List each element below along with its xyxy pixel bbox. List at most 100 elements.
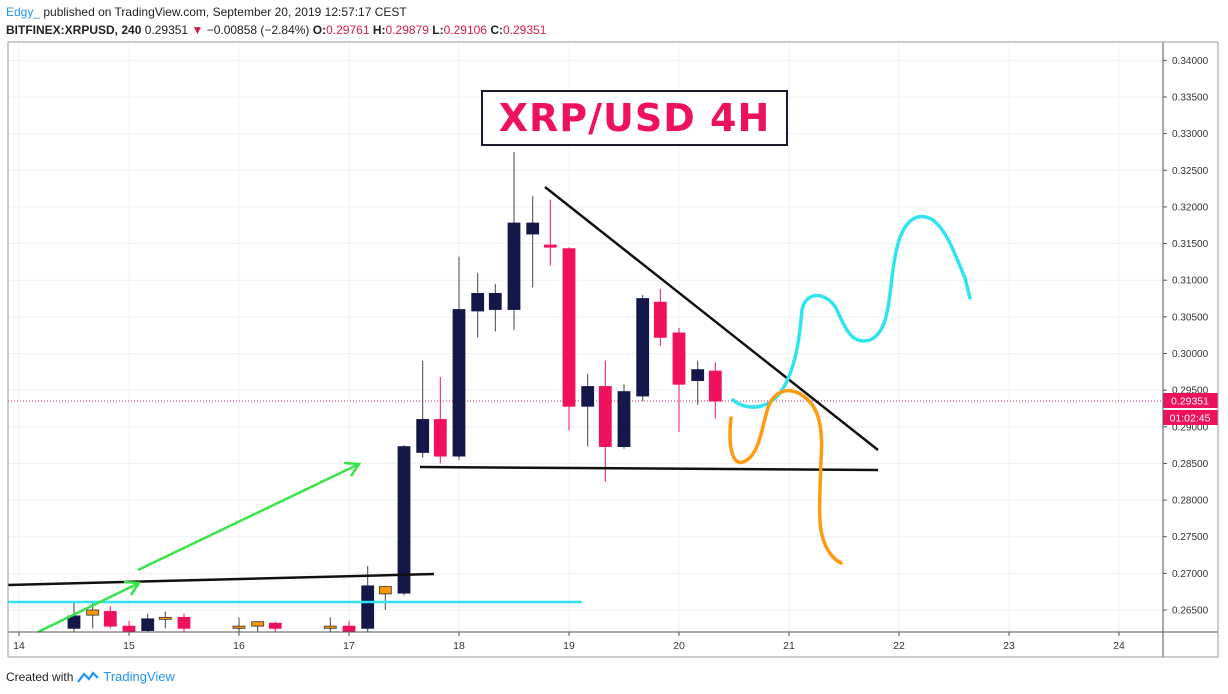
x-tick-label: 16 (233, 640, 245, 652)
candle-body (543, 244, 557, 248)
last-price: 0.29351 (144, 23, 189, 37)
candle (598, 360, 612, 482)
candle-body (251, 621, 265, 627)
candle-body (488, 292, 502, 310)
x-tick-label: 20 (673, 640, 685, 652)
candle-body (122, 625, 136, 633)
candle (232, 617, 246, 632)
y-tick-label: 0.30000 (1172, 349, 1209, 360)
candle (177, 613, 191, 632)
x-tick-label: 14 (13, 640, 25, 652)
y-tick-label: 0.32000 (1172, 202, 1209, 213)
candle (323, 617, 337, 632)
candle-body (232, 625, 246, 629)
annotation-title: XRP/USD 4H (498, 96, 771, 140)
symbol-label: BITFINEX:XRPUSD, 240 (6, 23, 142, 37)
drawings[interactable] (7, 186, 972, 634)
candle-body (323, 625, 337, 629)
candle (378, 585, 392, 611)
candle-body (526, 222, 540, 235)
candle (581, 374, 595, 447)
candle (471, 272, 485, 338)
high-label: H: (372, 23, 386, 37)
candle-body (452, 309, 466, 457)
candle (416, 360, 430, 458)
candle-body (471, 292, 485, 312)
y-tick-label: 0.29000 (1172, 422, 1209, 433)
candle-body (158, 616, 172, 620)
orange-projection-path[interactable] (728, 388, 843, 565)
y-tick-label: 0.27000 (1172, 569, 1209, 580)
x-tick-label: 19 (563, 640, 575, 652)
candle-body (361, 585, 375, 629)
candle (562, 247, 576, 431)
last-price-tag: 0.29351 (1163, 393, 1218, 408)
support-line[interactable] (419, 465, 879, 472)
candle-body (141, 618, 155, 631)
candle (361, 566, 375, 632)
lower-trendline[interactable] (7, 572, 435, 587)
candle (452, 256, 466, 460)
candles (67, 151, 722, 633)
high-value: 0.29879 (385, 23, 429, 37)
open-label: O: (312, 23, 327, 37)
candle (86, 602, 100, 629)
low-label: L: (432, 23, 444, 37)
x-tick-label: 18 (453, 640, 465, 652)
time-axis[interactable]: 14 15 16 17 18 19 20 21 22 23 24 (13, 632, 1125, 652)
y-tick-label: 0.27500 (1172, 532, 1209, 543)
chart-frame (7, 41, 1219, 658)
candle (617, 384, 631, 449)
candle-body (177, 616, 191, 629)
green-arrow-2[interactable] (37, 580, 142, 634)
publish-info: Edgy_ published on TradingView.com, Sept… (6, 5, 407, 19)
candle (507, 151, 521, 331)
candle-body (433, 419, 447, 457)
candle-body (617, 391, 631, 447)
candle-body (342, 625, 356, 633)
candle-body (268, 622, 282, 629)
candle-body (86, 609, 100, 616)
candle-body (103, 611, 117, 627)
tradingview-brand[interactable]: TradingView (103, 669, 175, 684)
x-tick-label: 24 (1113, 640, 1125, 652)
candle (141, 613, 155, 632)
candle-body (581, 386, 595, 407)
candle-body (507, 222, 521, 310)
published-text: published on TradingView.com, September … (40, 5, 407, 19)
author-link[interactable]: Edgy_ (6, 5, 41, 19)
close-value: 0.29351 (503, 23, 547, 37)
symbol-info: BITFINEX:XRPUSD, 240 0.29351 ▼ −0.00858 … (6, 23, 546, 37)
cyan-projection-path[interactable] (731, 214, 972, 409)
candle (653, 288, 667, 347)
last-price-label: 0.29351 (1171, 396, 1209, 408)
candle (397, 445, 411, 596)
green-arrow-1[interactable] (137, 461, 362, 572)
candle-body (653, 301, 667, 338)
candle-body (691, 369, 705, 382)
candle-body (598, 386, 612, 447)
low-value: 0.29106 (443, 23, 487, 37)
y-tick-label: 0.32500 (1172, 166, 1209, 177)
open-value: 0.29761 (326, 23, 370, 37)
y-tick-label: 0.31000 (1172, 276, 1209, 287)
candle (251, 621, 265, 632)
candle (636, 294, 650, 402)
x-tick-label: 21 (783, 640, 795, 652)
x-tick-label: 22 (893, 640, 905, 652)
countdown-tag: 01:02:45 (1163, 410, 1218, 425)
created-with-text: Created with (6, 669, 74, 684)
annotation-title-box[interactable]: XRP/USD 4H (481, 90, 788, 146)
y-tick-label: 0.33000 (1172, 129, 1209, 140)
candle (433, 376, 447, 464)
candle (708, 362, 722, 419)
candle (103, 606, 117, 629)
candle-body (562, 248, 576, 407)
x-tick-label: 23 (1003, 640, 1015, 652)
descending-trendline[interactable] (544, 186, 879, 451)
candle-body (636, 298, 650, 397)
candle (672, 327, 686, 432)
x-tick-label: 15 (123, 640, 135, 652)
candle (268, 621, 282, 632)
price-axis[interactable]: 0.34000 0.33500 0.33000 0.32500 0.32000 0.315… (1163, 56, 1209, 617)
